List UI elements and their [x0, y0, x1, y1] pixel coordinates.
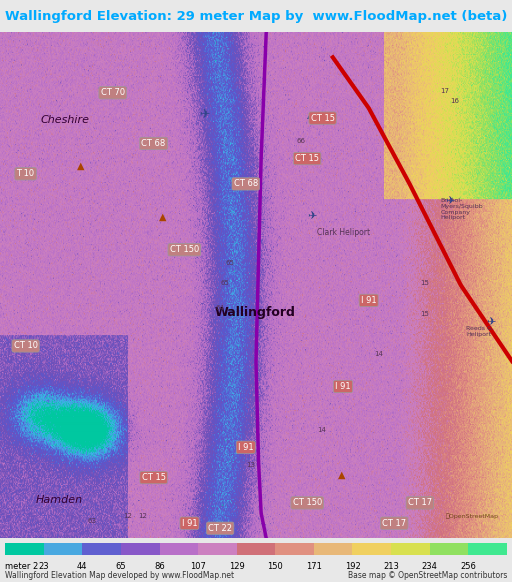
Text: 16: 16 [451, 98, 460, 104]
Text: 17: 17 [440, 88, 450, 94]
Text: ▲: ▲ [307, 111, 314, 120]
Bar [391, 542, 430, 555]
Text: Bristol-
Myers/Squibb
Company
Heliport: Bristol- Myers/Squibb Company Heliport [440, 198, 483, 221]
Bar [121, 542, 160, 555]
Bar [468, 542, 507, 555]
Text: CT 150: CT 150 [169, 245, 199, 254]
Bar [352, 542, 391, 555]
Bar [314, 542, 352, 555]
Bar [160, 542, 198, 555]
Bar [44, 542, 82, 555]
Text: 44: 44 [77, 562, 88, 572]
Text: 107: 107 [190, 562, 206, 572]
Text: 63: 63 [87, 518, 96, 524]
Text: Clark Heliport: Clark Heliport [317, 228, 371, 236]
Text: I 91: I 91 [238, 443, 253, 452]
Text: CT 150: CT 150 [292, 498, 322, 508]
Text: Wallingford Elevation Map developed by www.FloodMap.net: Wallingford Elevation Map developed by w… [5, 571, 234, 580]
Text: ✈: ✈ [307, 211, 316, 221]
Text: CT 17: CT 17 [382, 519, 407, 528]
Text: CT 68: CT 68 [141, 139, 166, 148]
Bar [198, 542, 237, 555]
Text: CT 68: CT 68 [233, 179, 258, 189]
Text: I 91: I 91 [361, 296, 376, 305]
Text: 64: 64 [215, 306, 224, 311]
Text: CT 10: CT 10 [14, 342, 37, 350]
Text: Base map © OpenStreetMap contributors: Base map © OpenStreetMap contributors [348, 571, 507, 580]
Text: 🔍OpenStreetMap: 🔍OpenStreetMap [445, 513, 499, 519]
Text: 65: 65 [225, 260, 234, 266]
Text: ✈: ✈ [445, 196, 455, 206]
Text: ✈: ✈ [200, 108, 210, 121]
Text: CT 22: CT 22 [208, 524, 232, 533]
Text: 150: 150 [267, 562, 283, 572]
Bar [430, 542, 468, 555]
Text: 15: 15 [420, 280, 429, 286]
Text: 65: 65 [220, 280, 229, 286]
Bar [5, 542, 44, 555]
Text: 65: 65 [116, 562, 126, 572]
Text: 171: 171 [306, 562, 322, 572]
Text: CT 15: CT 15 [142, 473, 165, 482]
Text: Wallingford Elevation: 29 meter Map by  www.FloodMap.net (beta): Wallingford Elevation: 29 meter Map by w… [5, 9, 507, 23]
Text: 13: 13 [246, 463, 255, 469]
Text: ✈: ✈ [486, 318, 496, 328]
Text: 23: 23 [38, 562, 49, 572]
Bar [82, 542, 121, 555]
Text: CT 15: CT 15 [295, 154, 319, 163]
Text: 15: 15 [420, 311, 429, 317]
Text: Hamden: Hamden [36, 495, 83, 505]
Text: 12: 12 [138, 513, 147, 519]
Text: Wallingford: Wallingford [215, 306, 296, 318]
Text: I 91: I 91 [335, 382, 351, 391]
Text: ▲: ▲ [338, 470, 346, 480]
Text: CT 17: CT 17 [408, 498, 432, 508]
Text: 86: 86 [154, 562, 165, 572]
Text: meter 2: meter 2 [5, 562, 38, 572]
Text: 234: 234 [422, 562, 438, 572]
Text: Cheshire: Cheshire [41, 115, 90, 125]
Text: T 10: T 10 [16, 169, 35, 178]
Text: 256: 256 [460, 562, 476, 572]
Text: ▲: ▲ [77, 161, 84, 171]
Text: 213: 213 [383, 562, 399, 572]
Text: 129: 129 [229, 562, 245, 572]
Bar [237, 542, 275, 555]
Text: 192: 192 [345, 562, 360, 572]
Text: ▲: ▲ [159, 211, 166, 221]
Text: 12: 12 [123, 513, 132, 519]
Text: Reeds G.
Heliport: Reeds G. Heliport [466, 326, 494, 337]
Text: CT 15: CT 15 [311, 113, 334, 123]
Text: 14: 14 [374, 351, 382, 357]
Text: 66: 66 [297, 139, 306, 144]
Bar [275, 542, 314, 555]
Text: 14: 14 [317, 427, 326, 433]
Text: I 91: I 91 [182, 519, 197, 528]
Text: CT 70: CT 70 [100, 88, 125, 97]
